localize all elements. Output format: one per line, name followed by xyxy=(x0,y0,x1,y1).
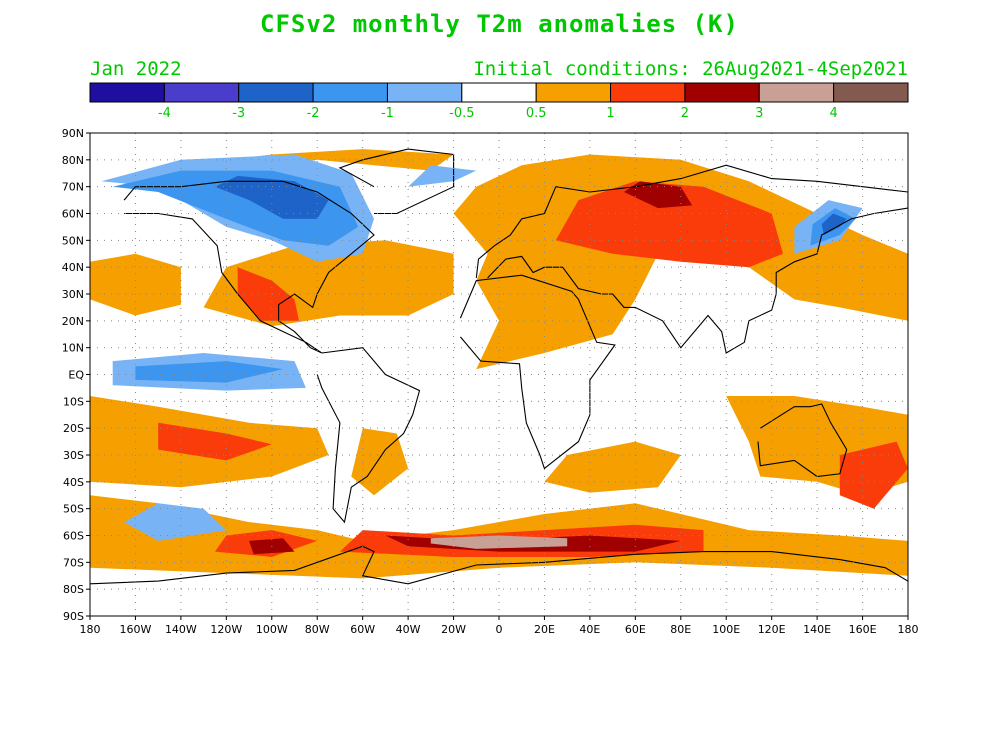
y-tick-label: 80N xyxy=(62,154,84,167)
coastline xyxy=(475,164,908,354)
y-tick-label: 70S xyxy=(63,556,84,569)
coastline xyxy=(757,403,848,478)
coastline xyxy=(459,274,616,470)
y-tick-label: 20S xyxy=(63,422,84,435)
coastline xyxy=(123,180,375,354)
anomaly-contour xyxy=(135,361,284,383)
anomaly-contour xyxy=(821,213,847,235)
colorbar-bin xyxy=(833,82,909,103)
anomaly-contour xyxy=(544,441,681,493)
colorbar-tick-label: 3 xyxy=(755,106,763,121)
y-tick-label: 90S xyxy=(63,610,84,623)
y-tick-label: 20N xyxy=(62,315,84,328)
x-tick-label: 180 xyxy=(80,623,101,636)
colorbar-bin xyxy=(535,82,612,103)
colorbar-tick-label: -1 xyxy=(381,106,394,121)
colorbar-bin xyxy=(312,82,388,103)
x-tick-label: 160E xyxy=(849,623,877,636)
colorbar-bin xyxy=(684,82,760,103)
y-tick-label: 50N xyxy=(62,234,84,247)
y-tick-label: 70N xyxy=(62,181,84,194)
anomaly-contour xyxy=(453,154,908,370)
colorbar-bin xyxy=(758,82,835,103)
anomaly-contour xyxy=(624,181,693,209)
anomaly-contour xyxy=(839,441,908,509)
x-tick-label: 40E xyxy=(579,623,600,636)
colorbar-bin xyxy=(89,82,165,103)
y-tick-label: 50S xyxy=(63,503,84,516)
initial-conditions-label: Initial conditions: 26Aug2021-4Sep2021 xyxy=(473,58,908,80)
colorbar-bin xyxy=(238,82,314,103)
anomaly-contour xyxy=(430,535,568,549)
anomaly-contour xyxy=(124,503,227,541)
colorbar-bin xyxy=(163,82,240,103)
coastline xyxy=(338,148,455,215)
x-tick-label: 80W xyxy=(305,623,330,636)
anomaly-contour xyxy=(351,428,409,496)
colorbar-tick-label: 1 xyxy=(606,106,614,121)
y-tick-label: 30S xyxy=(63,449,84,462)
y-tick-label: EQ xyxy=(68,369,84,382)
colorbar-tick-label: 0.5 xyxy=(526,106,547,121)
colorbar-bin xyxy=(386,82,463,103)
map-area xyxy=(90,133,908,616)
y-tick-label: 40N xyxy=(62,261,84,274)
y-tick-label: 40S xyxy=(63,476,84,489)
x-tick-label: 140E xyxy=(803,623,831,636)
colorbar-tick-label: 2 xyxy=(681,106,689,121)
colorbar-tick-label: -4 xyxy=(158,106,171,121)
x-tick-label: 0 xyxy=(496,623,503,636)
y-tick-label: 60S xyxy=(63,530,84,543)
colorbar-tick-label: -3 xyxy=(232,106,245,121)
x-tick-label: 40W xyxy=(396,623,421,636)
x-tick-label: 160W xyxy=(120,623,152,636)
x-tick-label: 20W xyxy=(441,623,466,636)
x-tick-label: 100E xyxy=(712,623,740,636)
y-tick-label: 30N xyxy=(62,288,84,301)
y-tick-label: 10N xyxy=(62,342,84,355)
anomaly-contour xyxy=(237,267,299,321)
coastlines xyxy=(90,148,908,585)
y-tick-label: 10S xyxy=(63,395,84,408)
coastline xyxy=(90,545,908,585)
coastline xyxy=(316,347,421,524)
y-tick-label: 60N xyxy=(62,208,84,221)
anomaly-contour xyxy=(90,253,181,316)
colorbar-bin xyxy=(461,82,537,103)
colorbar-tick-label: 4 xyxy=(829,106,837,121)
anomaly-contour xyxy=(158,422,272,461)
x-tick-label: 180 xyxy=(898,623,919,636)
colorbar-bin xyxy=(610,82,686,103)
anomaly-contour xyxy=(408,165,477,187)
y-tick-label: 80S xyxy=(63,583,84,596)
colorbar-tick-label: -0.5 xyxy=(449,106,474,121)
colorbar: -4 -3 -2 -1 -0.5 0.5 1 2 3 4 xyxy=(89,82,909,121)
x-tick-label: 60E xyxy=(625,623,646,636)
x-tick-label: 60W xyxy=(350,623,375,636)
x-tick-label: 20E xyxy=(534,623,555,636)
x-tick-label: 80E xyxy=(670,623,691,636)
x-tick-label: 120W xyxy=(210,623,242,636)
y-tick-label: 90N xyxy=(62,127,84,140)
x-tick-label: 100W xyxy=(256,623,288,636)
x-tick-label: 140W xyxy=(165,623,197,636)
colorbar-tick-label: -2 xyxy=(307,106,320,121)
valid-month-label: Jan 2022 xyxy=(90,58,182,80)
chart-title: CFSv2 monthly T2m anomalies (K) xyxy=(260,10,739,38)
x-tick-label: 120E xyxy=(758,623,786,636)
